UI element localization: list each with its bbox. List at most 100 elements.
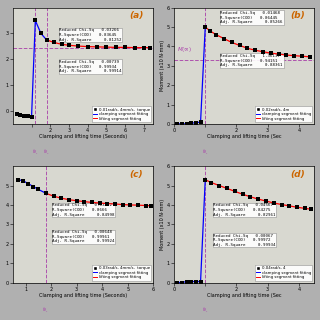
Point xyxy=(279,202,284,207)
Point xyxy=(36,187,41,192)
Text: $t_{\theta_s}$: $t_{\theta_s}$ xyxy=(202,306,209,315)
Text: Reduced Chi-Sq   0.03266
R-Square(COD)   0.83645
Adj. R-Square     0.81252: Reduced Chi-Sq 0.03266 R-Square(COD) 0.8… xyxy=(59,28,122,42)
Point xyxy=(209,180,214,185)
Point xyxy=(248,194,253,199)
Point xyxy=(59,42,64,47)
Text: Reduced Chi-Sq   0.00067
R-Square(COD)   0.99972
Adj. R-Square     0.99934: Reduced Chi-Sq 0.00067 R-Square(COD) 0.9… xyxy=(213,234,276,247)
Point xyxy=(51,194,56,199)
Point xyxy=(18,112,23,117)
Point xyxy=(31,184,36,189)
Point xyxy=(307,54,312,60)
Legend: 0.03rad/s, 4mm/s,  torque, clamping segment fitting, lifting segment fitting: 0.03rad/s, 4mm/s, torque, clamping segme… xyxy=(92,265,151,281)
Point xyxy=(225,186,230,191)
Point xyxy=(276,52,281,57)
Text: $M(\infty)$: $M(\infty)$ xyxy=(177,45,192,54)
Point xyxy=(256,196,261,202)
Point xyxy=(189,120,194,125)
Point xyxy=(179,121,184,126)
Point xyxy=(232,189,237,194)
Point xyxy=(15,177,20,182)
Text: Reduced Chi-Sq   1.36137
R-Square(COD)   0.94151
Adj. R-Square     0.88361: Reduced Chi-Sq 1.36137 R-Square(COD) 0.9… xyxy=(220,54,283,67)
Point xyxy=(104,44,109,50)
Point xyxy=(271,200,276,205)
Text: (c): (c) xyxy=(130,170,143,179)
Text: (d): (d) xyxy=(290,170,305,179)
Point xyxy=(175,121,180,126)
Point xyxy=(14,111,19,116)
Text: Reduced Chi-Sq   0.03832
R-Square(COD)   0.8666
Adj. R-Square     0.84998: Reduced Chi-Sq 0.03832 R-Square(COD) 0.8… xyxy=(52,204,115,217)
Point xyxy=(268,51,273,56)
Point xyxy=(207,28,212,33)
Point xyxy=(245,46,250,51)
Point xyxy=(193,279,198,284)
Point xyxy=(184,279,189,284)
Point xyxy=(113,45,118,50)
Point xyxy=(89,200,94,205)
Point xyxy=(302,206,308,211)
Point xyxy=(76,44,81,49)
Point xyxy=(33,18,38,23)
X-axis label: Clamping and lifting time (Sec: Clamping and lifting time (Sec xyxy=(207,293,282,298)
Point xyxy=(135,203,140,208)
Point xyxy=(229,40,234,45)
Point xyxy=(44,37,49,43)
Legend: 0.02rad/s, 4m, clamping segment fitting, lifting segment fitting: 0.02rad/s, 4m, clamping segment fitting,… xyxy=(255,107,313,122)
X-axis label: Clamping and lifting time (Seconds): Clamping and lifting time (Seconds) xyxy=(39,134,127,140)
Point xyxy=(25,114,30,119)
Point xyxy=(260,49,266,54)
Point xyxy=(67,197,72,202)
Point xyxy=(184,121,189,126)
Point xyxy=(94,44,100,49)
Point xyxy=(287,203,292,208)
Point xyxy=(97,200,102,205)
Point xyxy=(147,45,152,50)
Point xyxy=(38,31,44,36)
Y-axis label: Moment (x10 N·mm): Moment (x10 N·mm) xyxy=(160,199,165,250)
Point xyxy=(29,114,34,119)
Text: $t_{\theta_2}$: $t_{\theta_2}$ xyxy=(43,147,50,157)
Point xyxy=(214,32,219,37)
Point xyxy=(141,45,147,50)
Text: Reduced Chi-Sq   0.00648
R-Square(COD)   0.99961
Adj. R-Square     0.99924: Reduced Chi-Sq 0.00648 R-Square(COD) 0.9… xyxy=(52,230,115,243)
Point xyxy=(175,280,180,285)
Text: $t_{\theta_1}$: $t_{\theta_1}$ xyxy=(32,147,39,157)
Text: $t_{\theta_s}$: $t_{\theta_s}$ xyxy=(43,306,50,315)
Point xyxy=(120,202,125,207)
Point xyxy=(198,119,203,124)
X-axis label: Clamping and lifting time (Seconds): Clamping and lifting time (Seconds) xyxy=(39,293,127,298)
Text: Reduced Chi-Sq   0.04567
R-Square(COD)   0.84275
Adj. R-Square     0.82961: Reduced Chi-Sq 0.04567 R-Square(COD) 0.8… xyxy=(213,204,276,217)
Point xyxy=(123,45,128,50)
Point xyxy=(264,198,269,204)
Point xyxy=(292,53,297,58)
Y-axis label: Moment (x10 N·mm): Moment (x10 N·mm) xyxy=(160,40,165,91)
Point xyxy=(284,52,289,58)
Point xyxy=(21,113,27,118)
Point xyxy=(85,44,90,49)
Point xyxy=(300,54,305,59)
Point xyxy=(44,191,49,196)
Point xyxy=(82,199,87,204)
Text: (a): (a) xyxy=(129,11,144,20)
Legend: 0.01rad/s, 4mm/s,  torque, clamping segment fitting, lifting segment fitting: 0.01rad/s, 4mm/s, torque, clamping segme… xyxy=(92,107,151,122)
Point xyxy=(20,178,26,183)
Point xyxy=(217,183,222,188)
Point xyxy=(59,196,64,201)
Point xyxy=(252,48,258,53)
Text: Reduced Chi-Sq   0.00739
R-Square(COD)   0.99934
Adj. R-Square     0.99914: Reduced Chi-Sq 0.00739 R-Square(COD) 0.9… xyxy=(59,60,122,73)
Text: Reduced Chi-Sq   0.01468
R-Square(COD)   0.86445
Adj. R-Square     0.85266: Reduced Chi-Sq 0.01468 R-Square(COD) 0.8… xyxy=(220,11,283,24)
Point xyxy=(203,177,208,182)
Point xyxy=(189,279,194,284)
Point xyxy=(128,202,133,207)
Point xyxy=(52,40,57,45)
Point xyxy=(112,201,117,206)
Point xyxy=(240,192,245,197)
Text: $t_{\theta_s}$: $t_{\theta_s}$ xyxy=(202,147,209,157)
Point xyxy=(295,205,300,210)
Point xyxy=(203,24,208,29)
Point xyxy=(148,203,153,208)
Point xyxy=(237,43,242,48)
Point xyxy=(193,120,198,125)
Point xyxy=(74,198,79,203)
Point xyxy=(132,45,137,50)
Legend: 0.04rad/s, 4, clamping segment fitting, lifting segment fitting: 0.04rad/s, 4, clamping segment fitting, … xyxy=(255,265,313,281)
